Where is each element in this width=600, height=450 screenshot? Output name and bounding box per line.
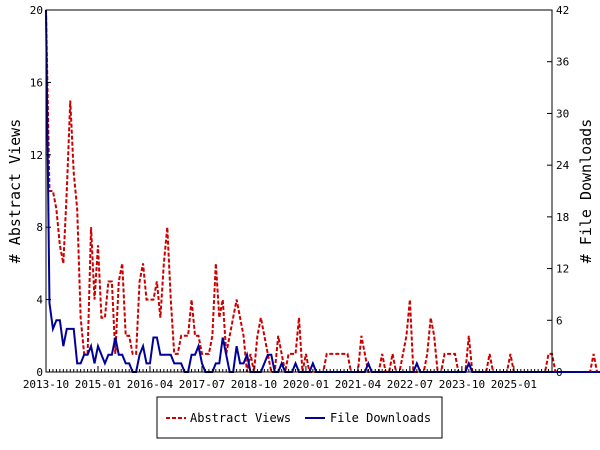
y-axis-right-title: # File Downloads (577, 119, 595, 264)
plot-frame (45, 9, 553, 373)
x-tick-label: 2021-04 (335, 378, 382, 391)
y-left-tick-label: 16 (30, 76, 43, 89)
legend-label-abstract-views: Abstract Views (190, 411, 291, 425)
x-tick-label: 2020-01 (283, 378, 329, 391)
x-tick-label: 2023-10 (439, 378, 485, 391)
legend-label-file-downloads: File Downloads (330, 411, 431, 425)
x-tick-label: 2016-04 (127, 378, 174, 391)
series-line-file-downloads (45, 9, 600, 373)
y-right-tick-label: 6 (556, 314, 563, 327)
plot-area (45, 9, 600, 373)
legend-box (156, 396, 443, 439)
legend: Abstract Views File Downloads (156, 396, 443, 439)
x-tick-label: 2015-01 (75, 378, 121, 391)
tick-labels: 2013-10 2015-01 2016-04 2017-07 2018-10 2020-… (23, 4, 570, 391)
x-tick-label: 2025-01 (491, 378, 537, 391)
y-left-tick-label: 8 (36, 221, 43, 234)
y-right-tick-label: 24 (556, 159, 570, 172)
y-left-tick-label: 20 (30, 4, 43, 17)
y-right-tick-label: 0 (556, 366, 563, 379)
y-right-tick-label: 42 (556, 4, 569, 17)
y-right-tick-label: 30 (556, 107, 569, 120)
y-right-tick-label: 36 (556, 56, 569, 69)
x-tick-label: 2013-10 (23, 378, 69, 391)
y-left-tick-label: 4 (36, 294, 43, 307)
x-tick-label: 2022-07 (387, 378, 433, 391)
y-left-tick-label: 12 (30, 149, 43, 162)
y-left-tick-label: 0 (36, 366, 43, 379)
y-right-tick-label: 18 (556, 211, 569, 224)
x-tick-label: 2018-10 (231, 378, 277, 391)
y-right-tick-label: 12 (556, 263, 569, 276)
x-tick-label: 2017-07 (179, 378, 225, 391)
axis-ticks (45, 9, 553, 373)
y-axis-left-title: # Abstract Views (6, 119, 24, 264)
series-line-abstract-views (45, 9, 600, 373)
